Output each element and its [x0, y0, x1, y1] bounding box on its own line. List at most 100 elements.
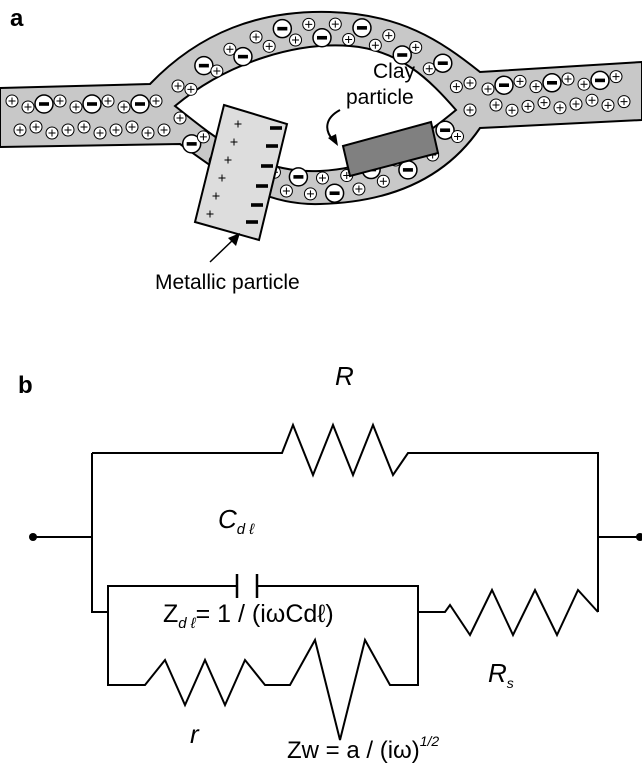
zw-label: Zw = a / (iω)1/2	[287, 733, 439, 764]
cation	[578, 78, 590, 90]
minus-sign	[317, 36, 327, 40]
cation	[185, 83, 197, 95]
minus-sign	[238, 55, 248, 59]
minus-sign	[256, 184, 268, 188]
minus-sign	[440, 128, 450, 132]
cation	[353, 183, 365, 195]
anion	[195, 57, 213, 75]
cation	[172, 80, 184, 92]
cation	[410, 41, 422, 53]
minus-sign	[357, 26, 367, 30]
cation	[343, 33, 355, 45]
anion	[35, 95, 53, 113]
cdl-label: Cd ℓ	[218, 504, 255, 538]
zdl-sub: d ℓ	[178, 615, 197, 632]
metallic-label: Metallic particle	[155, 271, 300, 294]
cation	[377, 175, 389, 187]
clay-label: Clay	[373, 60, 416, 83]
minus-sign	[293, 175, 303, 179]
cation	[62, 124, 74, 136]
cation	[554, 102, 566, 114]
minus-sign	[135, 102, 145, 106]
panel-label: b	[18, 372, 33, 399]
minus-sign	[330, 191, 340, 195]
zdl-main: Z	[163, 600, 178, 628]
minus-sign	[246, 220, 258, 224]
cation	[70, 101, 82, 113]
cation	[383, 30, 395, 42]
anion	[289, 168, 307, 186]
cdl-main: C	[218, 504, 237, 534]
cation	[490, 99, 502, 111]
minus-sign	[403, 168, 413, 172]
small-r-label: r	[190, 719, 200, 749]
clay-label: particle	[346, 86, 414, 109]
anion	[495, 76, 513, 94]
cation	[142, 127, 154, 139]
anion	[399, 161, 417, 179]
panel-label: a	[10, 5, 24, 32]
anion	[131, 95, 149, 113]
figure: a Clay particle Metallic particle b R Cd…	[0, 0, 642, 769]
minus-sign	[547, 81, 557, 85]
anion	[234, 48, 252, 66]
anion	[543, 74, 561, 92]
anion	[313, 29, 331, 47]
cation	[464, 104, 476, 116]
cation	[303, 18, 315, 30]
rs-sub: s	[507, 675, 514, 691]
minus-sign	[499, 83, 509, 87]
r-label: R	[335, 361, 354, 391]
anion	[83, 95, 101, 113]
cation	[30, 121, 42, 133]
minus-sign	[87, 102, 97, 106]
circuit-wire	[33, 425, 642, 612]
cation	[197, 131, 209, 143]
minus-sign	[270, 126, 282, 130]
cation	[570, 98, 582, 110]
cation	[538, 97, 550, 109]
minus-sign	[251, 203, 263, 207]
anion	[591, 71, 609, 89]
anion	[434, 54, 452, 72]
cation	[304, 188, 316, 200]
minus-sign	[261, 164, 273, 168]
minus-sign	[438, 61, 448, 65]
rs-resistor	[418, 590, 598, 635]
cation	[610, 71, 622, 83]
cation	[78, 121, 90, 133]
cation	[263, 40, 275, 52]
rs-main: R	[488, 658, 507, 688]
cation	[464, 77, 476, 89]
cation	[506, 104, 518, 116]
cation	[54, 95, 66, 107]
minus-sign	[39, 102, 49, 106]
anion	[273, 20, 291, 38]
minus-sign	[187, 142, 197, 146]
cation	[150, 95, 162, 107]
minus-sign	[595, 79, 605, 83]
cation	[280, 185, 292, 197]
cation	[174, 112, 186, 124]
zw-sup: 1/2	[420, 733, 440, 749]
cation	[514, 75, 526, 87]
cation	[6, 95, 18, 107]
zdl-expression: = 1 / (iωCdℓ)	[196, 600, 334, 628]
cation	[94, 127, 106, 139]
cation	[530, 81, 542, 93]
cation	[450, 81, 462, 93]
minus-sign	[277, 27, 287, 31]
minus-sign	[266, 144, 278, 148]
zw-main: Zw = a / (iω)	[287, 737, 420, 764]
anion	[326, 184, 344, 202]
cation	[586, 94, 598, 106]
cation	[14, 124, 26, 136]
cation	[126, 121, 138, 133]
cation	[522, 100, 534, 112]
cation	[250, 31, 262, 43]
rs-label: Rs	[488, 658, 514, 691]
cation	[329, 18, 341, 30]
cation	[158, 124, 170, 136]
cation	[102, 95, 114, 107]
cation	[602, 99, 614, 111]
